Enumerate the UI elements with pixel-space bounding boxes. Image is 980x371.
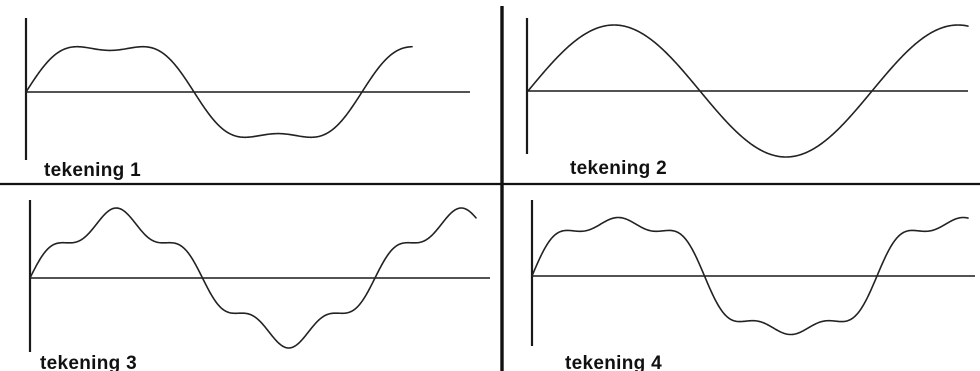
panel-1-caption: tekening 1 bbox=[44, 160, 141, 181]
panel-3-caption: tekening 3 bbox=[40, 353, 137, 371]
panel-4: tekening 4 bbox=[530, 200, 975, 371]
panel-1-waveform bbox=[25, 45, 413, 139]
panel-4-caption: tekening 4 bbox=[565, 353, 662, 371]
panel-4-waveform bbox=[531, 216, 969, 336]
panel-2: tekening 2 bbox=[525, 18, 969, 179]
panel-3-waveform bbox=[29, 207, 477, 349]
panel-2-caption: tekening 2 bbox=[570, 158, 667, 179]
panel-2-waveform bbox=[527, 24, 969, 158]
panel-1: tekening 1 bbox=[24, 18, 470, 181]
panel-3: tekening 3 bbox=[28, 200, 490, 371]
